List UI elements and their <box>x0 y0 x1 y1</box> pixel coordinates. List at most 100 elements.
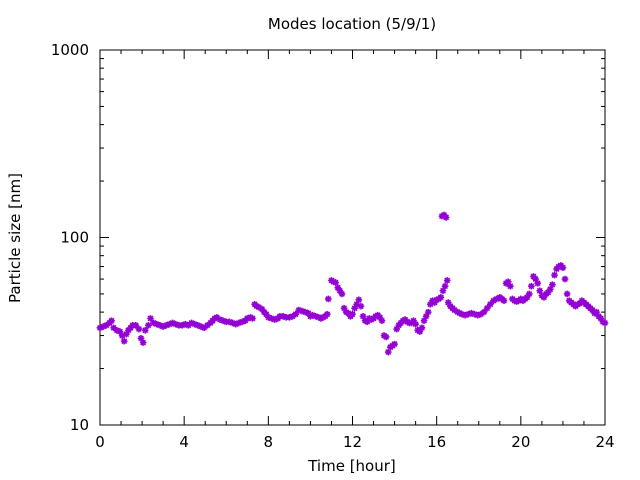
data-point <box>194 322 202 329</box>
y-tick-label: 10 <box>70 416 89 434</box>
data-point <box>232 320 240 328</box>
data-point <box>351 304 358 312</box>
data-point <box>551 271 558 279</box>
data-point <box>147 315 154 322</box>
data-point <box>340 304 348 312</box>
data-point <box>471 310 478 318</box>
y-tick-label: 1000 <box>51 41 89 59</box>
data-point <box>412 320 419 328</box>
data-point <box>229 319 236 327</box>
data-point <box>464 310 472 318</box>
data-point <box>559 264 567 272</box>
data-point <box>103 322 110 329</box>
data-point <box>96 324 104 332</box>
data-point <box>544 289 552 296</box>
data-point <box>197 323 205 330</box>
data-point <box>153 320 161 328</box>
data-point <box>118 332 126 339</box>
data-point <box>384 348 392 356</box>
data-point <box>139 339 147 346</box>
data-point <box>443 277 451 284</box>
data-point <box>477 310 485 318</box>
data-point <box>431 299 438 306</box>
data-point <box>216 316 224 323</box>
x-tick-label: 24 <box>595 433 614 451</box>
data-point <box>359 312 367 320</box>
data-point <box>169 319 176 327</box>
data-point <box>534 279 541 287</box>
data-point <box>249 315 256 322</box>
data-points <box>96 211 609 356</box>
data-point <box>325 295 332 303</box>
data-point <box>563 290 571 298</box>
data-point <box>295 306 303 314</box>
data-point <box>528 282 535 290</box>
y-axis-label: Particle size [nm] <box>6 173 24 303</box>
data-point <box>490 297 497 305</box>
data-point <box>363 318 371 326</box>
data-point <box>601 319 609 327</box>
data-point <box>357 302 365 310</box>
data-point <box>549 281 556 289</box>
data-point <box>442 214 450 221</box>
data-point <box>305 309 312 317</box>
data-point <box>439 287 447 295</box>
data-point <box>511 297 518 305</box>
data-point <box>474 311 481 319</box>
x-tick-label: 12 <box>343 433 362 451</box>
data-point <box>200 324 208 332</box>
data-point <box>156 322 164 329</box>
data-point <box>420 317 428 324</box>
data-point <box>418 324 426 332</box>
data-point <box>145 322 152 329</box>
data-point <box>289 312 296 320</box>
data-point <box>191 320 198 328</box>
data-point <box>444 299 452 306</box>
data-point <box>334 284 342 291</box>
data-point <box>530 273 537 280</box>
data-point <box>159 323 167 330</box>
data-point <box>120 337 128 345</box>
data-point <box>265 314 272 321</box>
data-point <box>336 287 344 295</box>
data-point <box>487 301 494 308</box>
data-point <box>185 322 192 329</box>
data-point <box>279 312 287 320</box>
data-point <box>150 319 157 327</box>
data-point <box>532 275 539 283</box>
data-point <box>546 285 554 293</box>
data-point <box>243 315 251 322</box>
data-point <box>238 318 246 326</box>
data-point <box>226 318 233 326</box>
data-point <box>378 317 386 324</box>
data-point <box>597 315 605 322</box>
data-point <box>355 296 363 304</box>
data-point <box>204 322 211 329</box>
data-point <box>576 300 584 307</box>
axis-ticks: 0 4 8 12 16 20 24 10 100 1000 <box>51 41 615 451</box>
data-point <box>416 328 424 335</box>
x-tick-label: 16 <box>427 433 446 451</box>
data-point <box>135 325 143 333</box>
data-point <box>393 325 400 333</box>
data-point <box>500 297 508 305</box>
data-point <box>271 316 278 323</box>
data-point <box>255 303 263 311</box>
data-point <box>292 310 299 318</box>
data-point <box>312 312 319 320</box>
plot-frame <box>99 49 606 426</box>
data-point <box>219 317 227 324</box>
data-point <box>268 315 275 322</box>
data-point <box>162 322 170 329</box>
data-point <box>574 301 581 308</box>
data-point <box>323 310 331 318</box>
data-point <box>523 293 531 301</box>
data-point <box>540 293 548 301</box>
data-point <box>298 307 306 315</box>
data-point <box>116 328 124 335</box>
data-point <box>286 314 293 321</box>
data-point <box>262 310 270 318</box>
data-point <box>349 310 356 318</box>
data-point <box>141 326 149 334</box>
